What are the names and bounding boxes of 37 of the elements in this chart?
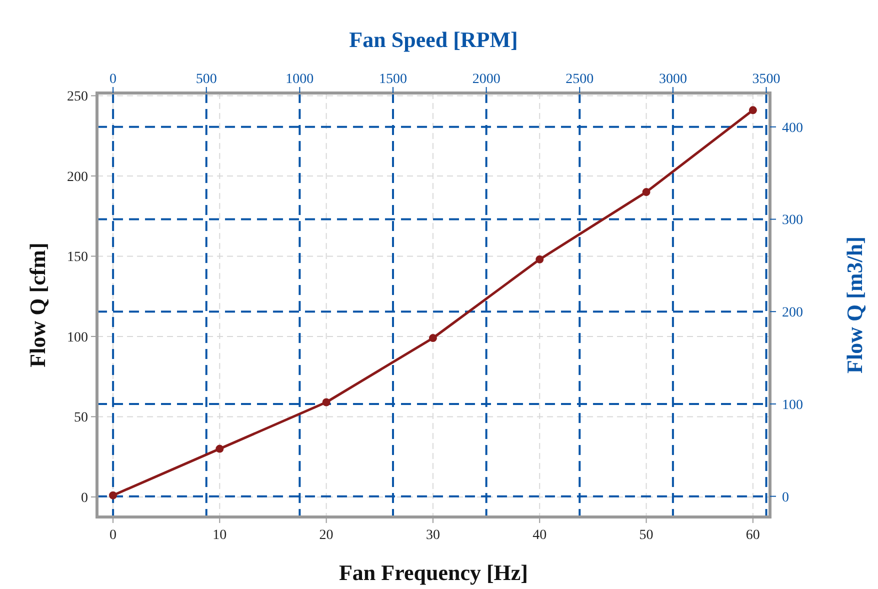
y2-tick-label: 100 [782,398,803,413]
x2-tick-label: 500 [196,72,217,87]
point [216,444,224,453]
x2-tick-label: 3000 [658,72,687,87]
y-tick-label: 150 [67,250,88,266]
x-tick-label: 30 [426,528,440,543]
y-tick-label: 200 [67,170,88,185]
point [642,188,650,196]
x-tick-label: 50 [639,528,654,543]
x2-tick-label: 3500 [752,72,780,87]
x-tick-label: 60 [746,528,760,543]
x2-tick-label: 1500 [379,72,407,87]
point [748,106,757,114]
x-tick-label: 0 [110,528,116,543]
x-tick-label: 10 [212,528,227,543]
y2-axis-title: Flow Q [m3/h] [842,236,867,374]
y-axis-title: Flow Q [cfm] [25,242,50,368]
y-tick-label: 100 [67,330,88,346]
x-tick-label: 40 [532,528,547,543]
point [536,255,544,264]
y2-tick-label: 0 [782,490,789,506]
x2-tick-label: 1000 [286,72,314,87]
x2-tick-label: 2000 [472,72,500,87]
x-axis-title: Fan Frequency [Hz] [338,560,528,585]
x2-tick-label: 0 [110,72,117,87]
point [322,398,330,406]
y2-tick-label: 200 [782,306,803,321]
x2-axis-title: Fan Speed [RPM] [349,27,518,52]
y-tick-label: 0 [81,490,88,506]
y2-tick-label: 400 [782,120,803,136]
point [428,334,437,342]
point [109,491,117,500]
y-tick-label: 250 [67,90,88,105]
y-tick-label: 50 [74,410,88,426]
x2-tick-label: 2500 [566,72,594,87]
x-tick-label: 20 [319,528,334,543]
y2-tick-label: 300 [782,213,803,228]
